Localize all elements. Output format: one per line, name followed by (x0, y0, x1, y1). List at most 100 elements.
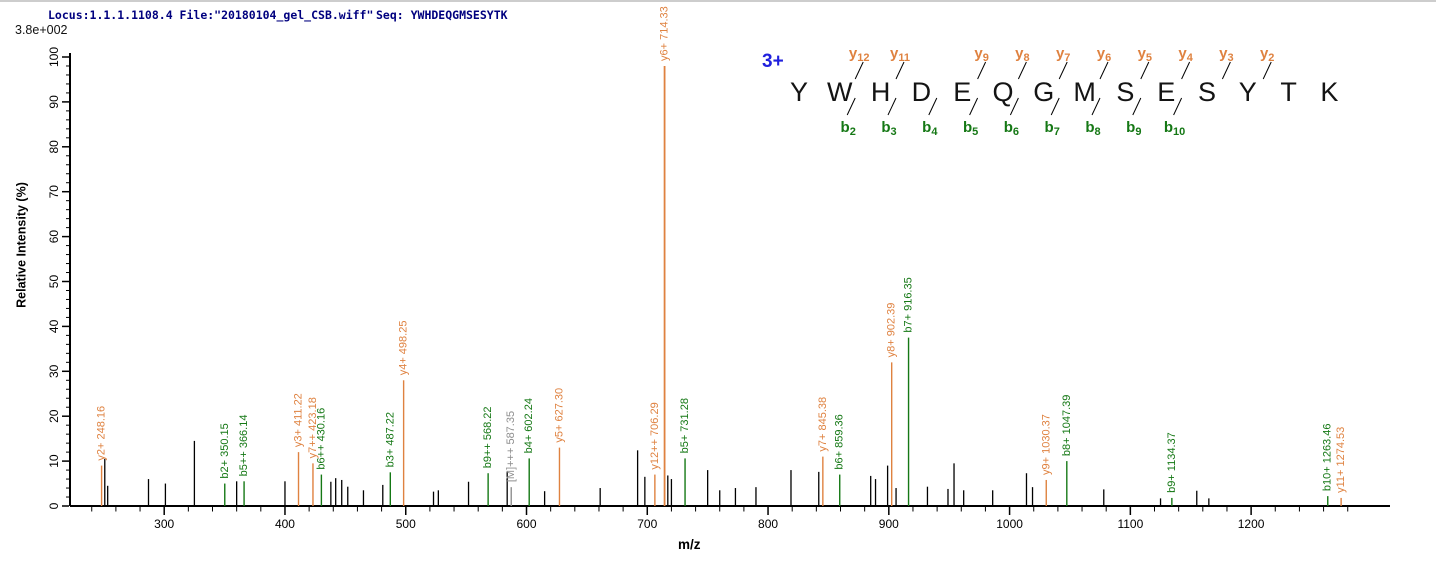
y-ion-label: y11 (890, 45, 910, 64)
x-tick-label: 900 (879, 517, 899, 531)
b-ion-label: b8 (1085, 119, 1100, 138)
header-sequence: Seq: YWHDEQGMSESYTK (376, 8, 508, 22)
x-tick-label: 1100 (1117, 517, 1143, 531)
y-ion-cleavage-slash (977, 61, 987, 80)
b-ion-label: b3 (881, 119, 896, 138)
b-ion-label: b6 (1004, 119, 1019, 138)
y-ion-label: y12 (849, 45, 870, 64)
residue-letter: Y (1239, 77, 1257, 107)
y-tick-label: 10 (47, 454, 61, 468)
residue-letter: S (1198, 77, 1216, 107)
x-tick-label: 1200 (1238, 517, 1265, 531)
top-divider (0, 0, 1436, 2)
residue-letter: M (1073, 77, 1096, 107)
b-ion-cleavage-slash (846, 97, 856, 116)
residue-letter: D (912, 77, 932, 107)
residue-letter: T (1280, 77, 1297, 107)
b-ion-label: b5 (963, 119, 978, 138)
x-tick-label: 700 (637, 517, 657, 531)
y-tick-label: 70 (47, 185, 61, 199)
peak-label: y7++ 423.18 (307, 397, 319, 458)
y-ion-label: y6 (1097, 45, 1111, 64)
peak-label: y5+ 627.30 (553, 388, 565, 443)
y-tick-label: 90 (47, 95, 61, 109)
y-ion-cleavage-slash (854, 61, 864, 80)
y-ion-cleavage-slash (895, 61, 905, 80)
y-tick-label: 0 (47, 502, 61, 509)
peak-label: b3+ 487.22 (384, 412, 396, 467)
peak-label: y9+ 1030.37 (1040, 414, 1052, 475)
y-ion-label: y2 (1260, 45, 1274, 64)
peak-label: b2+ 350.15 (219, 423, 231, 478)
y-tick-label: 80 (47, 140, 61, 154)
x-axis-title: m/z (678, 537, 701, 552)
peak-label: y6+ 714.33 (659, 6, 671, 61)
y-ion-cleavage-slash (1140, 61, 1150, 80)
x-tick-label: 600 (516, 517, 536, 531)
residue-letter: G (1033, 77, 1054, 107)
residue-letter: E (953, 77, 971, 107)
peak-label: y8+ 902.39 (886, 303, 898, 358)
y-axis-ticks: 0 10 20 30 40 50 60 70 80 90 100 (47, 47, 69, 509)
b-ion-cleavage-slash (969, 97, 979, 116)
peak-label: y2+ 248.16 (96, 406, 108, 461)
y-tick-label: 50 (47, 275, 61, 289)
b-ion-cleavage-slash (887, 97, 897, 116)
y-ion-label: y8 (1015, 45, 1029, 64)
residue-letter: W (827, 77, 853, 107)
y-ion-cleavage-slash (1099, 61, 1109, 80)
y-ion-label: y3 (1219, 45, 1233, 64)
residue-letter: Y (790, 77, 808, 107)
y-ion-label: y4 (1178, 45, 1193, 64)
peak-label: b9+ 1134.37 (1166, 432, 1178, 493)
b-ion-label: b9 (1126, 119, 1141, 138)
y-tick-label: 40 (47, 319, 61, 333)
x-axis-ticks: 300 400 500 600 700 800 900 1000 1100 1200 (91, 507, 1349, 531)
y-ion-cleavage-slash (1221, 61, 1231, 80)
peak-label: y7+ 845.38 (817, 397, 829, 452)
x-tick-label: 400 (275, 517, 295, 531)
charge-state-label: 3+ (762, 51, 784, 72)
b-ion-label: b10 (1164, 119, 1185, 138)
residue-letter: Q (992, 77, 1013, 107)
peak-label: y11+ 1274.53 (1335, 427, 1347, 493)
b-ion-label: b4 (922, 119, 938, 138)
peak-label: b8+ 1047.39 (1061, 395, 1073, 456)
residue-letter: K (1320, 77, 1338, 107)
b-ion-label: b2 (841, 119, 856, 138)
peak-label: y12++ 706.29 (649, 402, 661, 469)
header-locus-file: Locus:1.1.1.1108.4 File:"20180104_gel_CS… (48, 8, 374, 22)
residue-letter: S (1116, 77, 1134, 107)
x-tick-label: 800 (758, 517, 778, 531)
y-ion-cleavage-slash (1017, 61, 1027, 80)
b-ion-cleavage-slash (928, 97, 938, 116)
annotated-peaks: y2+ 248.16 b2+ 350.15 b5++ 366.14 y3+ 411.2… (96, 6, 1347, 506)
b-ion-label: b7 (1045, 119, 1060, 138)
b-ion-cleavage-slash (1009, 97, 1019, 116)
b-ion-cleavage-slash (1132, 97, 1142, 116)
b-ion-cleavage-slash (1173, 97, 1183, 116)
y-ion-cleavage-slash (1058, 61, 1068, 80)
y-tick-label: 60 (47, 230, 61, 244)
peak-label: b7+ 916.35 (903, 277, 915, 332)
residue-letter: H (871, 77, 891, 107)
b-ion-cleavage-slash (1091, 97, 1101, 116)
x-tick-label: 500 (396, 517, 416, 531)
y-tick-label: 20 (47, 409, 61, 423)
b-ion-cleavage-slash (1050, 97, 1060, 116)
peak-label: b9++ 568.22 (482, 406, 494, 468)
y-tick-label: 100 (47, 47, 61, 67)
y-ion-label: y9 (974, 45, 988, 64)
x-tick-label: 1000 (996, 517, 1023, 531)
y-ion-cleavage-slash (1181, 61, 1191, 80)
y-ion-cleavage-slash (1262, 61, 1272, 80)
unannotated-peaks (104, 440, 1210, 506)
y-ion-label: y7 (1056, 45, 1070, 64)
axes (69, 53, 1390, 507)
peak-label: b10+ 1263.46 (1322, 424, 1334, 492)
peak-label: b6++ 430.16 (315, 408, 327, 470)
y-ion-label: y5 (1138, 45, 1152, 64)
